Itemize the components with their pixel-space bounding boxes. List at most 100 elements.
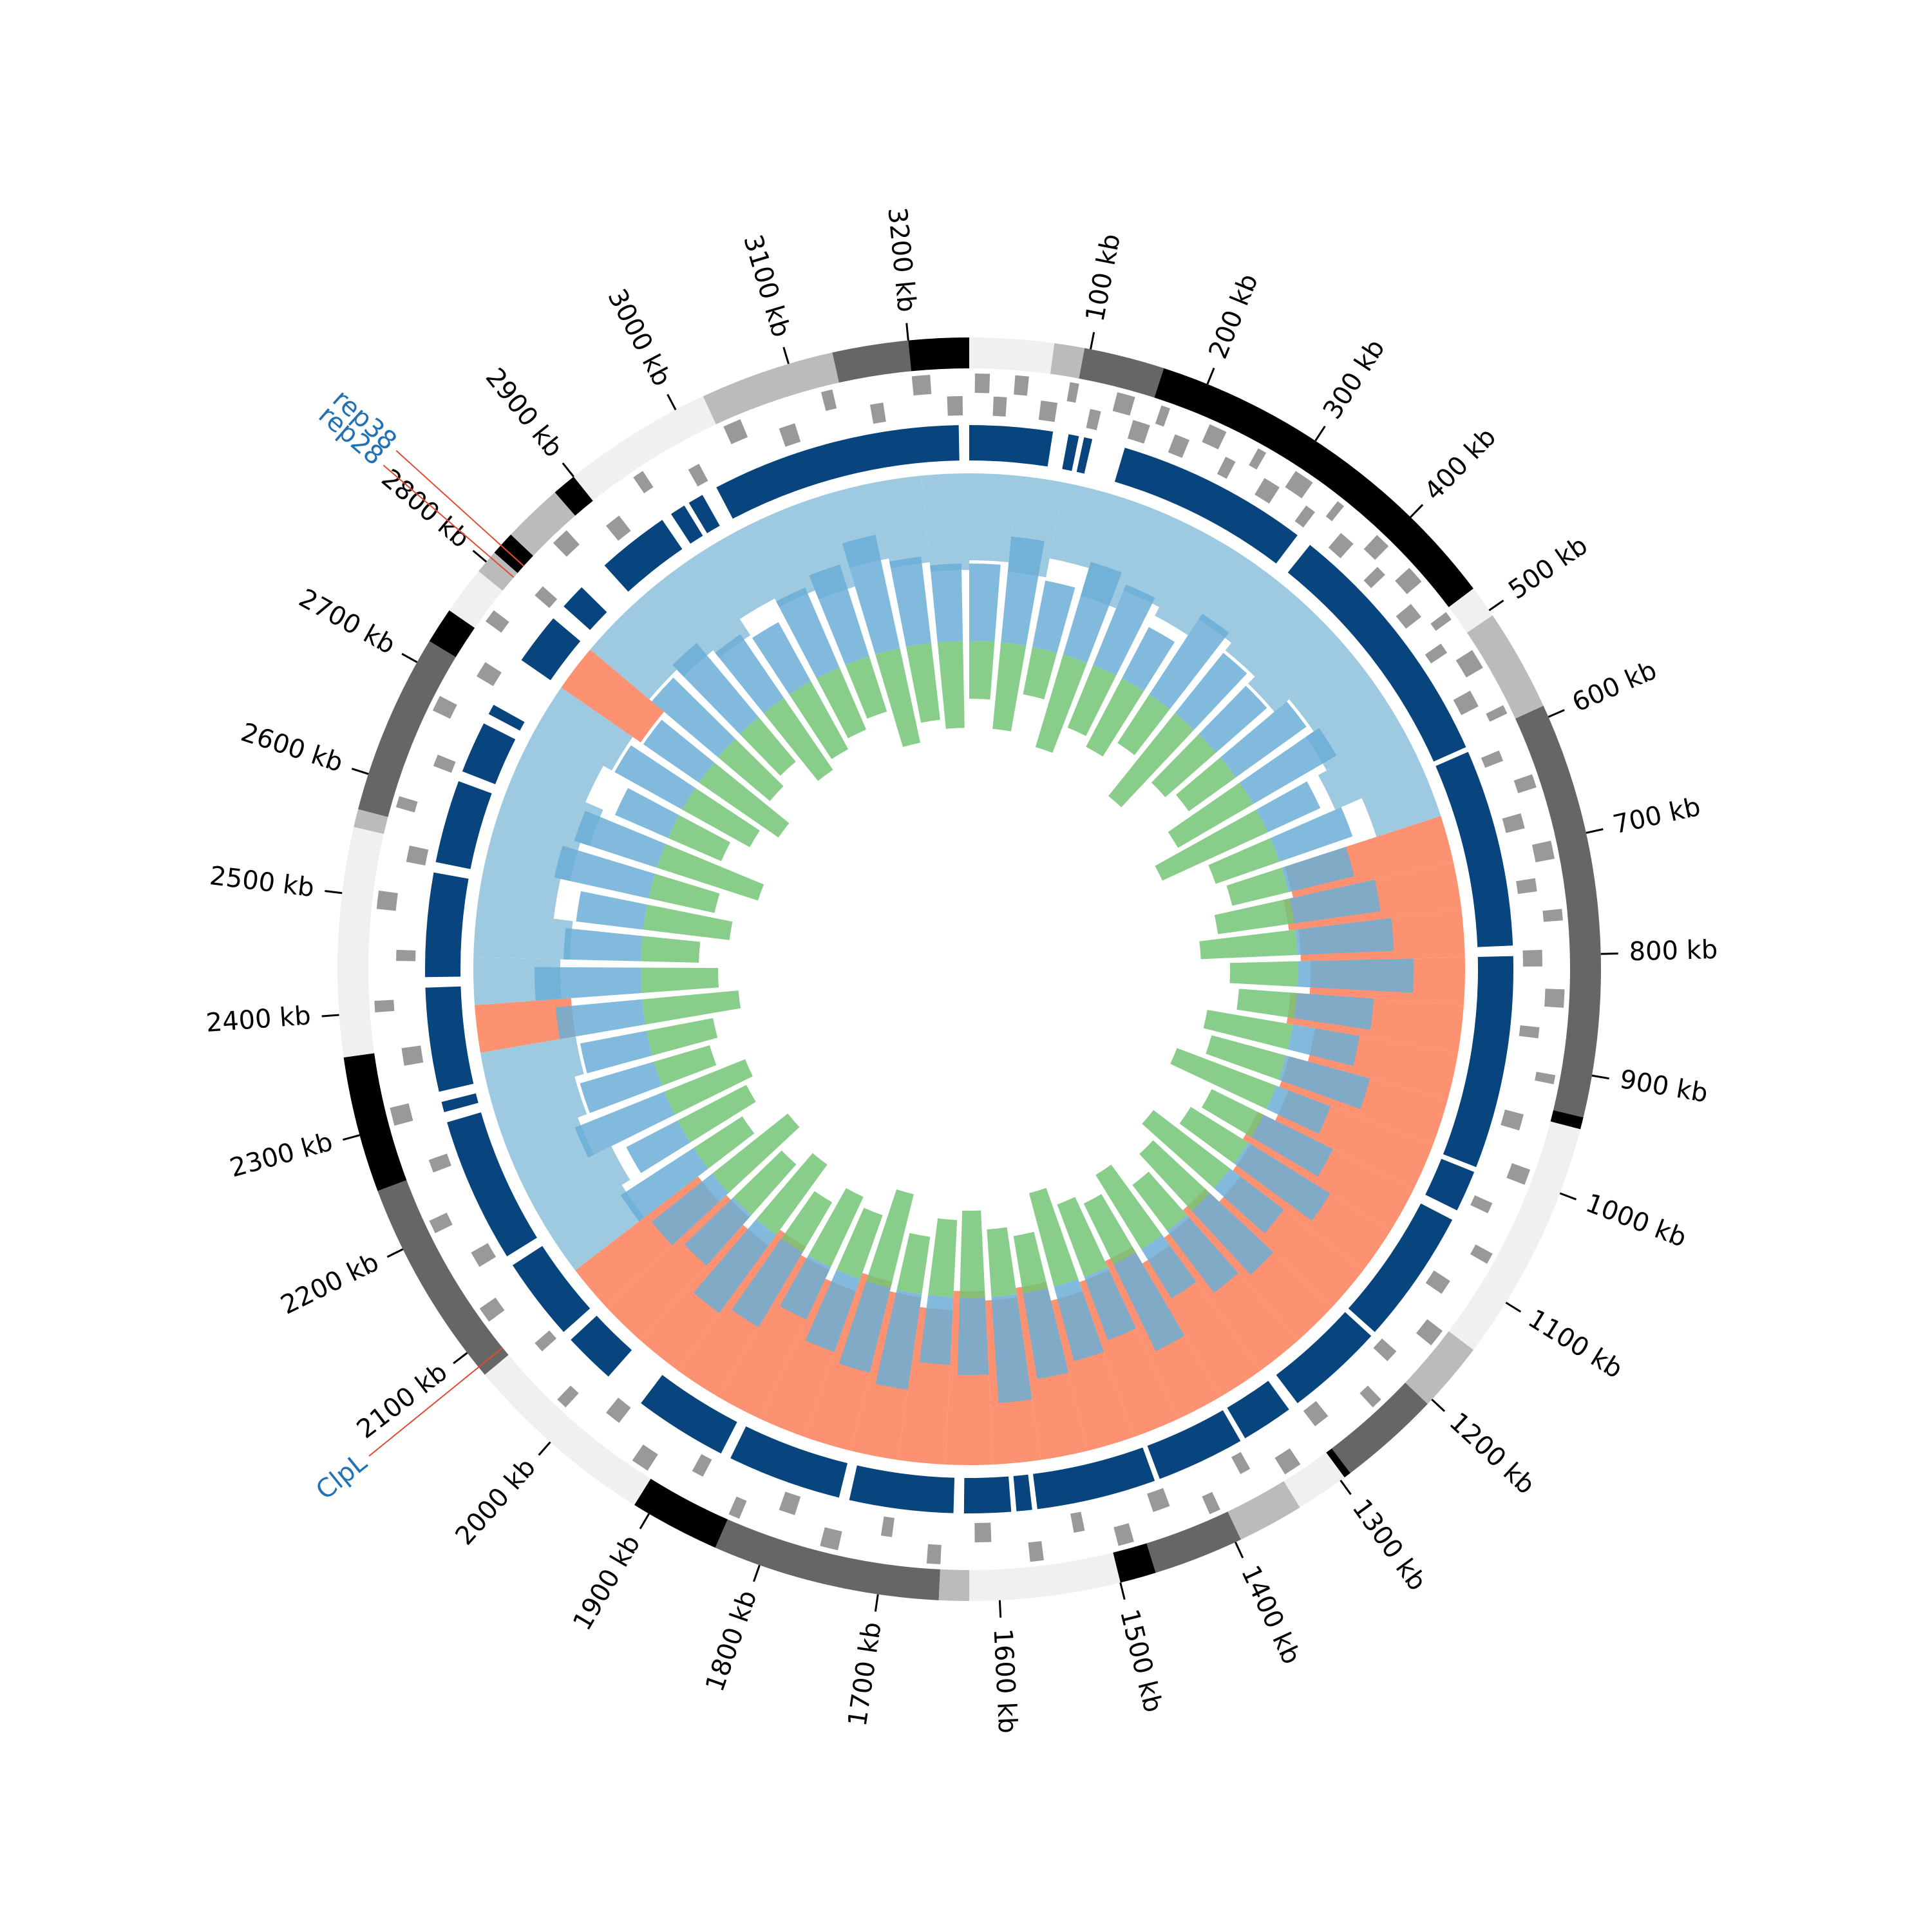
gene [1086,409,1101,431]
gene [1028,1540,1044,1562]
skew-bar [649,873,720,913]
tick-label: 2400 kb [205,1001,312,1038]
skew-bar [937,641,965,729]
band [1283,1452,1345,1508]
skew-bar [684,1197,752,1266]
gene [1544,989,1565,1008]
skew-bar [779,1255,831,1320]
gene [1535,1072,1556,1084]
gene [376,890,398,911]
skew-bar [1201,1089,1264,1137]
gc-bar [480,1036,584,1100]
gc-bar [921,473,969,572]
gc-bar [561,649,665,743]
skew-bar [969,564,1001,642]
gene [471,1243,497,1267]
skew-bar [752,622,811,695]
gc-bar [1155,530,1241,636]
skew-bar [930,564,963,643]
skew-bar [1203,1010,1293,1050]
skew-bar [641,936,701,963]
band [337,827,384,1058]
skew-bar [1168,782,1253,848]
band [938,1569,969,1601]
block [688,495,720,533]
skew-bar [1122,627,1175,692]
band [377,1180,509,1375]
skew-bar [969,641,995,700]
skew-bar [580,1030,652,1074]
tick-label: 1600 kb [988,1628,1023,1734]
gene [1038,401,1058,422]
gc-bar [491,1076,587,1146]
gene [1285,471,1313,498]
skew-bar [889,556,931,647]
skew-bar [672,643,759,735]
skew-bar [1032,580,1075,653]
skew-bar [1287,1024,1360,1066]
tick-mark [343,1134,360,1141]
tick-label: 3100 kb [737,231,796,340]
band [1331,1382,1428,1473]
skew-bar [763,697,833,781]
gene [553,530,580,557]
skew-bar [1035,654,1088,753]
tick-mark [538,1441,551,1456]
skew-bar [1139,1140,1210,1211]
band [1326,1448,1350,1478]
tick-mark [1431,1398,1446,1412]
tick-label: 900 kb [1618,1065,1710,1109]
tick-label: 500 kb [1503,531,1593,605]
skew-bar [641,967,719,993]
tick-mark [1119,1582,1126,1600]
skew-bar [614,745,696,810]
skew-bar [1294,992,1374,1030]
gene [1425,1270,1450,1294]
skew-bar [756,1153,828,1235]
block [441,1093,478,1112]
gene [1425,643,1448,664]
block [425,986,474,1092]
gene [390,1103,413,1126]
gene [1014,375,1029,396]
gene [406,845,429,866]
skew-bar [1198,685,1267,753]
band [1448,588,1493,633]
band [1515,705,1601,1118]
block [963,1476,1012,1513]
block [1276,1312,1372,1403]
skew-bar [580,1061,663,1113]
gc-bar [547,1185,645,1271]
skew-bar [789,681,849,759]
gene [1127,420,1150,444]
gene [880,1516,895,1537]
gene [1147,1488,1170,1512]
skew-bar [656,844,764,901]
skew-bar [1095,1164,1162,1249]
tick-label: 2600 kb [238,717,346,778]
skew-bar [1297,958,1414,993]
gene [869,402,886,424]
gene [1455,650,1483,678]
tick-label: 1700 kb [843,1620,887,1728]
gene [374,999,395,1013]
skew-bar [1214,1168,1284,1234]
tick-mark [1559,1192,1577,1200]
block [1062,434,1079,471]
tick-label: 1500 kb [1114,1606,1168,1715]
skew-bar [739,717,796,776]
annotation-line [395,450,524,567]
gc-bar [697,530,775,620]
skew-bar [1028,1188,1079,1287]
block [604,520,683,592]
gc-bar [1123,509,1200,607]
gene [1113,1523,1134,1546]
band [511,492,576,556]
tick-mark [401,652,418,663]
gc-bar [969,473,1018,562]
tick-label: 1000 kb [1582,1188,1690,1253]
tick-label: 800 kb [1629,935,1718,967]
annotation-line [368,1347,504,1457]
gene [820,389,837,412]
gene [477,662,502,687]
